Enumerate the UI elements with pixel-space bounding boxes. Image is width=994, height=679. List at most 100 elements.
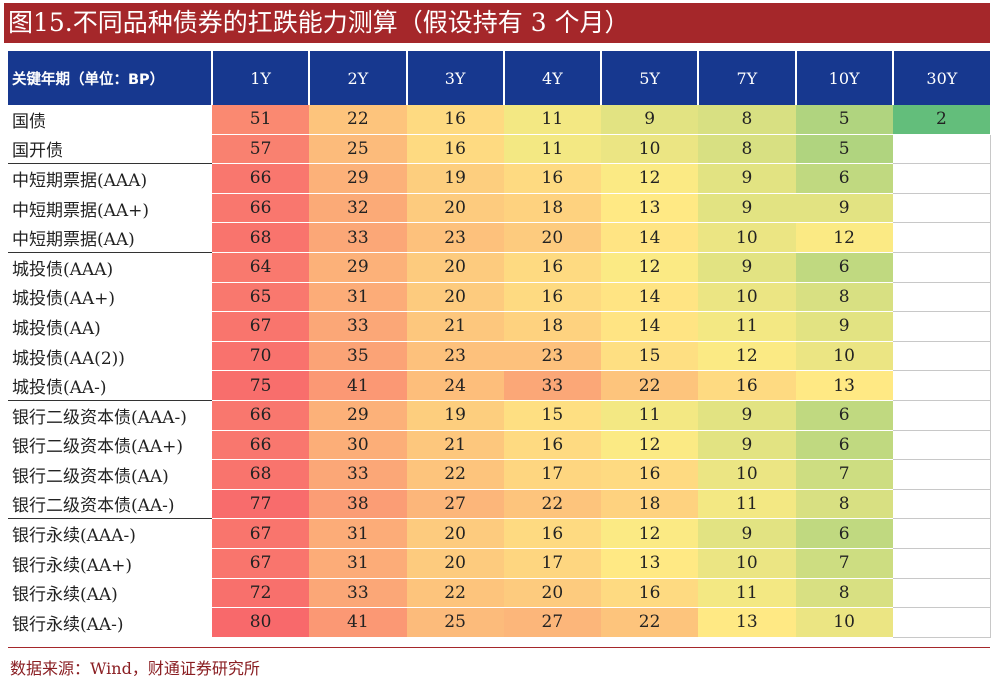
header-row: 关键年期（单位：BP） 1Y 2Y 3Y 4Y 5Y 7Y 10Y 30Y [8,51,990,105]
empty-cell [892,251,991,283]
heatmap-cell: 57 [212,134,310,165]
row-label: 银行二级资本债(AA+) [8,430,212,460]
heatmap-cell: 33 [309,311,407,342]
empty-cell [892,163,991,194]
heatmap-cell: 66 [212,193,310,224]
heatmap-cell: 12 [795,222,893,253]
heatmap-cell: 51 [212,105,310,135]
table-row: 银行二级资本债(AAA-) 66 29 19 15 11 9 6 [8,399,991,431]
heatmap-cell: 16 [503,251,601,283]
heatmap-cell: 9 [698,193,796,224]
heatmap-cell: 14 [601,222,699,253]
heatmap-cell: 30 [309,430,407,461]
table-row: 国开债 57 25 16 11 10 8 5 [8,133,991,165]
heatmap-cell: 7 [795,459,893,490]
row-label: 城投债(AA) [8,311,212,342]
heatmap-cell: 20 [503,222,601,253]
heatmap-cell: 22 [406,578,504,609]
heatmap-cell: 16 [503,518,601,549]
empty-cell [892,192,991,224]
heatmap-cell: 33 [503,370,601,401]
empty-cell [892,222,991,253]
row-label: 银行永续(AA-) [8,607,212,638]
source-note: 数据来源：Wind，财通证券研究所 [10,659,260,678]
column-header-4y: 4Y [503,51,603,105]
heatmap-cell: 10 [601,134,699,165]
heatmap-cell: 16 [601,459,699,490]
heatmap-cell: 16 [503,282,601,313]
heatmap-cell: 23 [406,341,504,372]
heatmap-cell: 8 [698,134,796,165]
heatmap-cell: 17 [503,459,601,490]
heatmap-cell: 5 [795,134,893,165]
row-label: 中短期票据(AAA) [8,163,212,194]
heatmap-cell: 27 [503,607,601,638]
heatmap-cell: 66 [212,399,310,431]
heatmap-cell: 64 [212,251,310,283]
heatmap-cell: 11 [503,105,601,135]
table-row: 城投债(AA(2)) 70 35 23 23 15 12 10 [8,340,991,372]
heatmap-cell: 22 [601,607,699,638]
heatmap-cell: 70 [212,341,310,372]
heatmap-cell: 2 [892,105,990,135]
heatmap-cell: 24 [406,370,504,401]
heatmap-cell: 16 [503,430,601,461]
heatmap-cell: 8 [795,489,893,520]
row-label: 银行永续(AAA-) [8,518,212,549]
heatmap-cell: 25 [309,134,407,165]
column-header-3y: 3Y [406,51,505,105]
empty-cell [892,281,991,313]
table-row: 银行永续(AAA-) 67 31 20 16 12 9 6 [8,518,991,549]
heatmap-cell: 67 [212,311,310,342]
row-label: 银行二级资本债(AAA-) [8,399,212,431]
row-label: 国开债 [8,134,212,164]
heatmap-cell: 22 [601,370,699,401]
empty-cell [892,311,991,342]
row-label: 银行永续(AA) [8,578,212,608]
table-row: 银行二级资本债(AA+) 66 30 21 16 12 9 6 [8,429,991,461]
heatmap-cell: 10 [795,341,893,372]
heatmap-cell: 65 [212,282,310,313]
heatmap-cell: 80 [212,607,310,638]
heatmap-cell: 12 [601,163,699,194]
table-row: 城投债(AAA) 64 29 20 16 12 9 6 [8,251,991,283]
heatmap-cell: 10 [698,222,796,253]
heatmap-cell: 19 [406,163,504,194]
table-row: 城投债(AA-) 75 41 24 33 22 16 13 [8,370,991,401]
heatmap-cell: 10 [698,282,796,313]
heatmap-cell: 11 [698,489,796,520]
heatmap-cell: 12 [601,430,699,461]
table-row: 城投债(AA+) 65 31 20 16 14 10 8 [8,281,991,313]
row-label: 国债 [8,105,212,135]
heatmap-cell: 75 [212,370,310,401]
heatmap-cell: 17 [503,548,601,579]
table-row: 中短期票据(AA) 68 33 23 20 14 10 12 [8,222,991,253]
heatmap-cell: 11 [698,311,796,342]
heatmap-cell: 5 [795,105,893,135]
empty-cell [892,459,991,490]
heatmap-cell: 33 [309,222,407,253]
heatmap-cell: 66 [212,163,310,194]
heatmap-cell: 22 [406,459,504,490]
row-label: 中短期票据(AA+) [8,193,212,223]
heatmap-cell: 6 [795,163,893,194]
heatmap-cell: 21 [406,430,504,461]
heatmap-cell: 13 [601,548,699,579]
empty-cell [892,370,991,401]
heatmap-cell: 16 [503,163,601,194]
heatmap-cell: 66 [212,430,310,461]
heatmap-cell: 15 [601,341,699,372]
heatmap-cell: 20 [406,548,504,579]
heatmap-cell: 9 [795,193,893,224]
source-divider [8,647,990,648]
heatmap-cell: 9 [698,251,796,283]
heatmap-cell: 13 [698,607,796,638]
heatmap-cell: 9 [698,163,796,194]
table-row: 中短期票据(AA+) 66 32 20 18 13 9 9 [8,192,991,224]
heatmap-cell: 67 [212,518,310,549]
heatmap-cell: 20 [503,578,601,609]
heatmap-cell: 38 [309,489,407,520]
heatmap-cell: 9 [698,518,796,549]
table-row: 银行二级资本债(AA) 68 33 22 17 16 10 7 [8,459,991,490]
heatmap-cell: 6 [795,430,893,461]
